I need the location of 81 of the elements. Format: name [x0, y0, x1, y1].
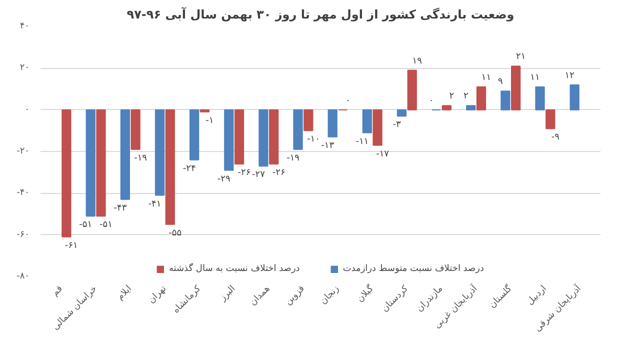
- bar: [258, 109, 268, 167]
- x-tick-label: گیلان: [354, 282, 376, 304]
- data-label: -۵۵: [168, 228, 182, 238]
- bar: [86, 109, 96, 217]
- x-tick-label: قم: [50, 284, 65, 298]
- bar: [442, 105, 452, 110]
- bar: [165, 109, 175, 225]
- bar: [328, 109, 338, 138]
- x-tick-label: اردبیل: [525, 284, 549, 308]
- bar: [500, 90, 510, 110]
- bar: [190, 109, 200, 160]
- data-label: -۲۶: [272, 168, 286, 178]
- data-label: -۱: [206, 116, 214, 126]
- y-tick-label: ۰: [24, 104, 30, 115]
- bar: [510, 66, 521, 110]
- data-label: ۱۱: [530, 72, 540, 83]
- data-label: -۲۶: [238, 168, 251, 178]
- bar: [234, 109, 244, 164]
- bar: [269, 109, 279, 164]
- legend-label: درصد اختلاف نسبت متوسط درازمدت: [342, 264, 484, 274]
- x-tick-label: ایلام: [116, 284, 134, 302]
- data-label: -۲۴: [182, 164, 196, 174]
- data-label: -۱۳: [321, 140, 334, 151]
- y-tick-label: ۲۰: [20, 63, 30, 74]
- x-tick-label: تهران: [146, 284, 169, 306]
- x-tick-label: کردستان: [380, 283, 411, 314]
- bar: [304, 109, 314, 132]
- data-label: -۱۷: [376, 149, 390, 160]
- bar: [200, 109, 210, 112]
- data-label: -۱۹: [134, 153, 148, 164]
- bar: [224, 109, 234, 171]
- legend-label: درصد اختلاف نسبت به سال گذشته: [168, 264, 300, 274]
- y-tick-label: ۴۰: [20, 22, 30, 32]
- y-tick-label: -۴۰: [16, 188, 30, 198]
- data-label: -۵۱: [79, 220, 92, 230]
- bar: [535, 86, 545, 110]
- bar: [570, 84, 580, 110]
- chart-title: وضعیت بارندگی کشور از اول مهر تا روز ۳۰ بهمن سال آبی ۹۶-۹۷: [126, 6, 514, 22]
- bar: [120, 109, 130, 200]
- x-tick-label: گلستان: [486, 282, 515, 310]
- bar: [154, 109, 165, 196]
- data-label: ۲: [449, 92, 454, 102]
- bar: [396, 109, 407, 117]
- bar: [407, 70, 417, 110]
- data-label: -۵۱: [100, 220, 112, 230]
- data-label: ۰: [346, 96, 350, 106]
- data-label: -۱۹: [286, 153, 300, 164]
- x-tick-label: همدان: [248, 284, 272, 308]
- x-tick-label: البرز: [218, 284, 238, 304]
- data-label: -۱۰: [306, 134, 320, 145]
- data-label: -۲۹: [217, 174, 231, 184]
- data-label: -۱۱: [356, 136, 369, 147]
- bar: [362, 109, 372, 134]
- data-label: ۹: [498, 77, 504, 88]
- bar: [293, 109, 303, 150]
- data-label: -۲۷: [252, 170, 266, 180]
- bar: [96, 109, 106, 217]
- data-label: -۴۳: [114, 203, 127, 214]
- data-label: ۱۹: [412, 56, 422, 66]
- x-tick-label: قزوین: [283, 284, 307, 308]
- data-label: ۲: [463, 92, 468, 102]
- y-tick-label: -۲۰: [16, 146, 30, 156]
- bar: [546, 109, 556, 130]
- data-label: -۴۱: [148, 199, 162, 210]
- y-tick-label: -۸۰: [16, 272, 30, 282]
- data-label: ۲۱: [516, 52, 526, 62]
- bar: [466, 105, 476, 110]
- bar: [130, 109, 140, 150]
- data-label: ۱۲: [564, 70, 575, 81]
- data-label: -۳: [392, 120, 401, 130]
- bar: [372, 109, 382, 146]
- data-label: -۶۱: [64, 240, 78, 251]
- data-label: ۱۱: [481, 72, 492, 83]
- bar: [62, 109, 72, 238]
- data-label: -۹: [551, 132, 560, 143]
- x-tick-label: کرمانشاه: [171, 283, 204, 316]
- data-label: ۰: [428, 96, 434, 106]
- bar: [476, 86, 486, 110]
- x-tick-label: مازندران: [414, 284, 446, 314]
- x-tick-label: زنجان: [318, 284, 342, 307]
- y-tick-label: -۶۰: [16, 230, 30, 240]
